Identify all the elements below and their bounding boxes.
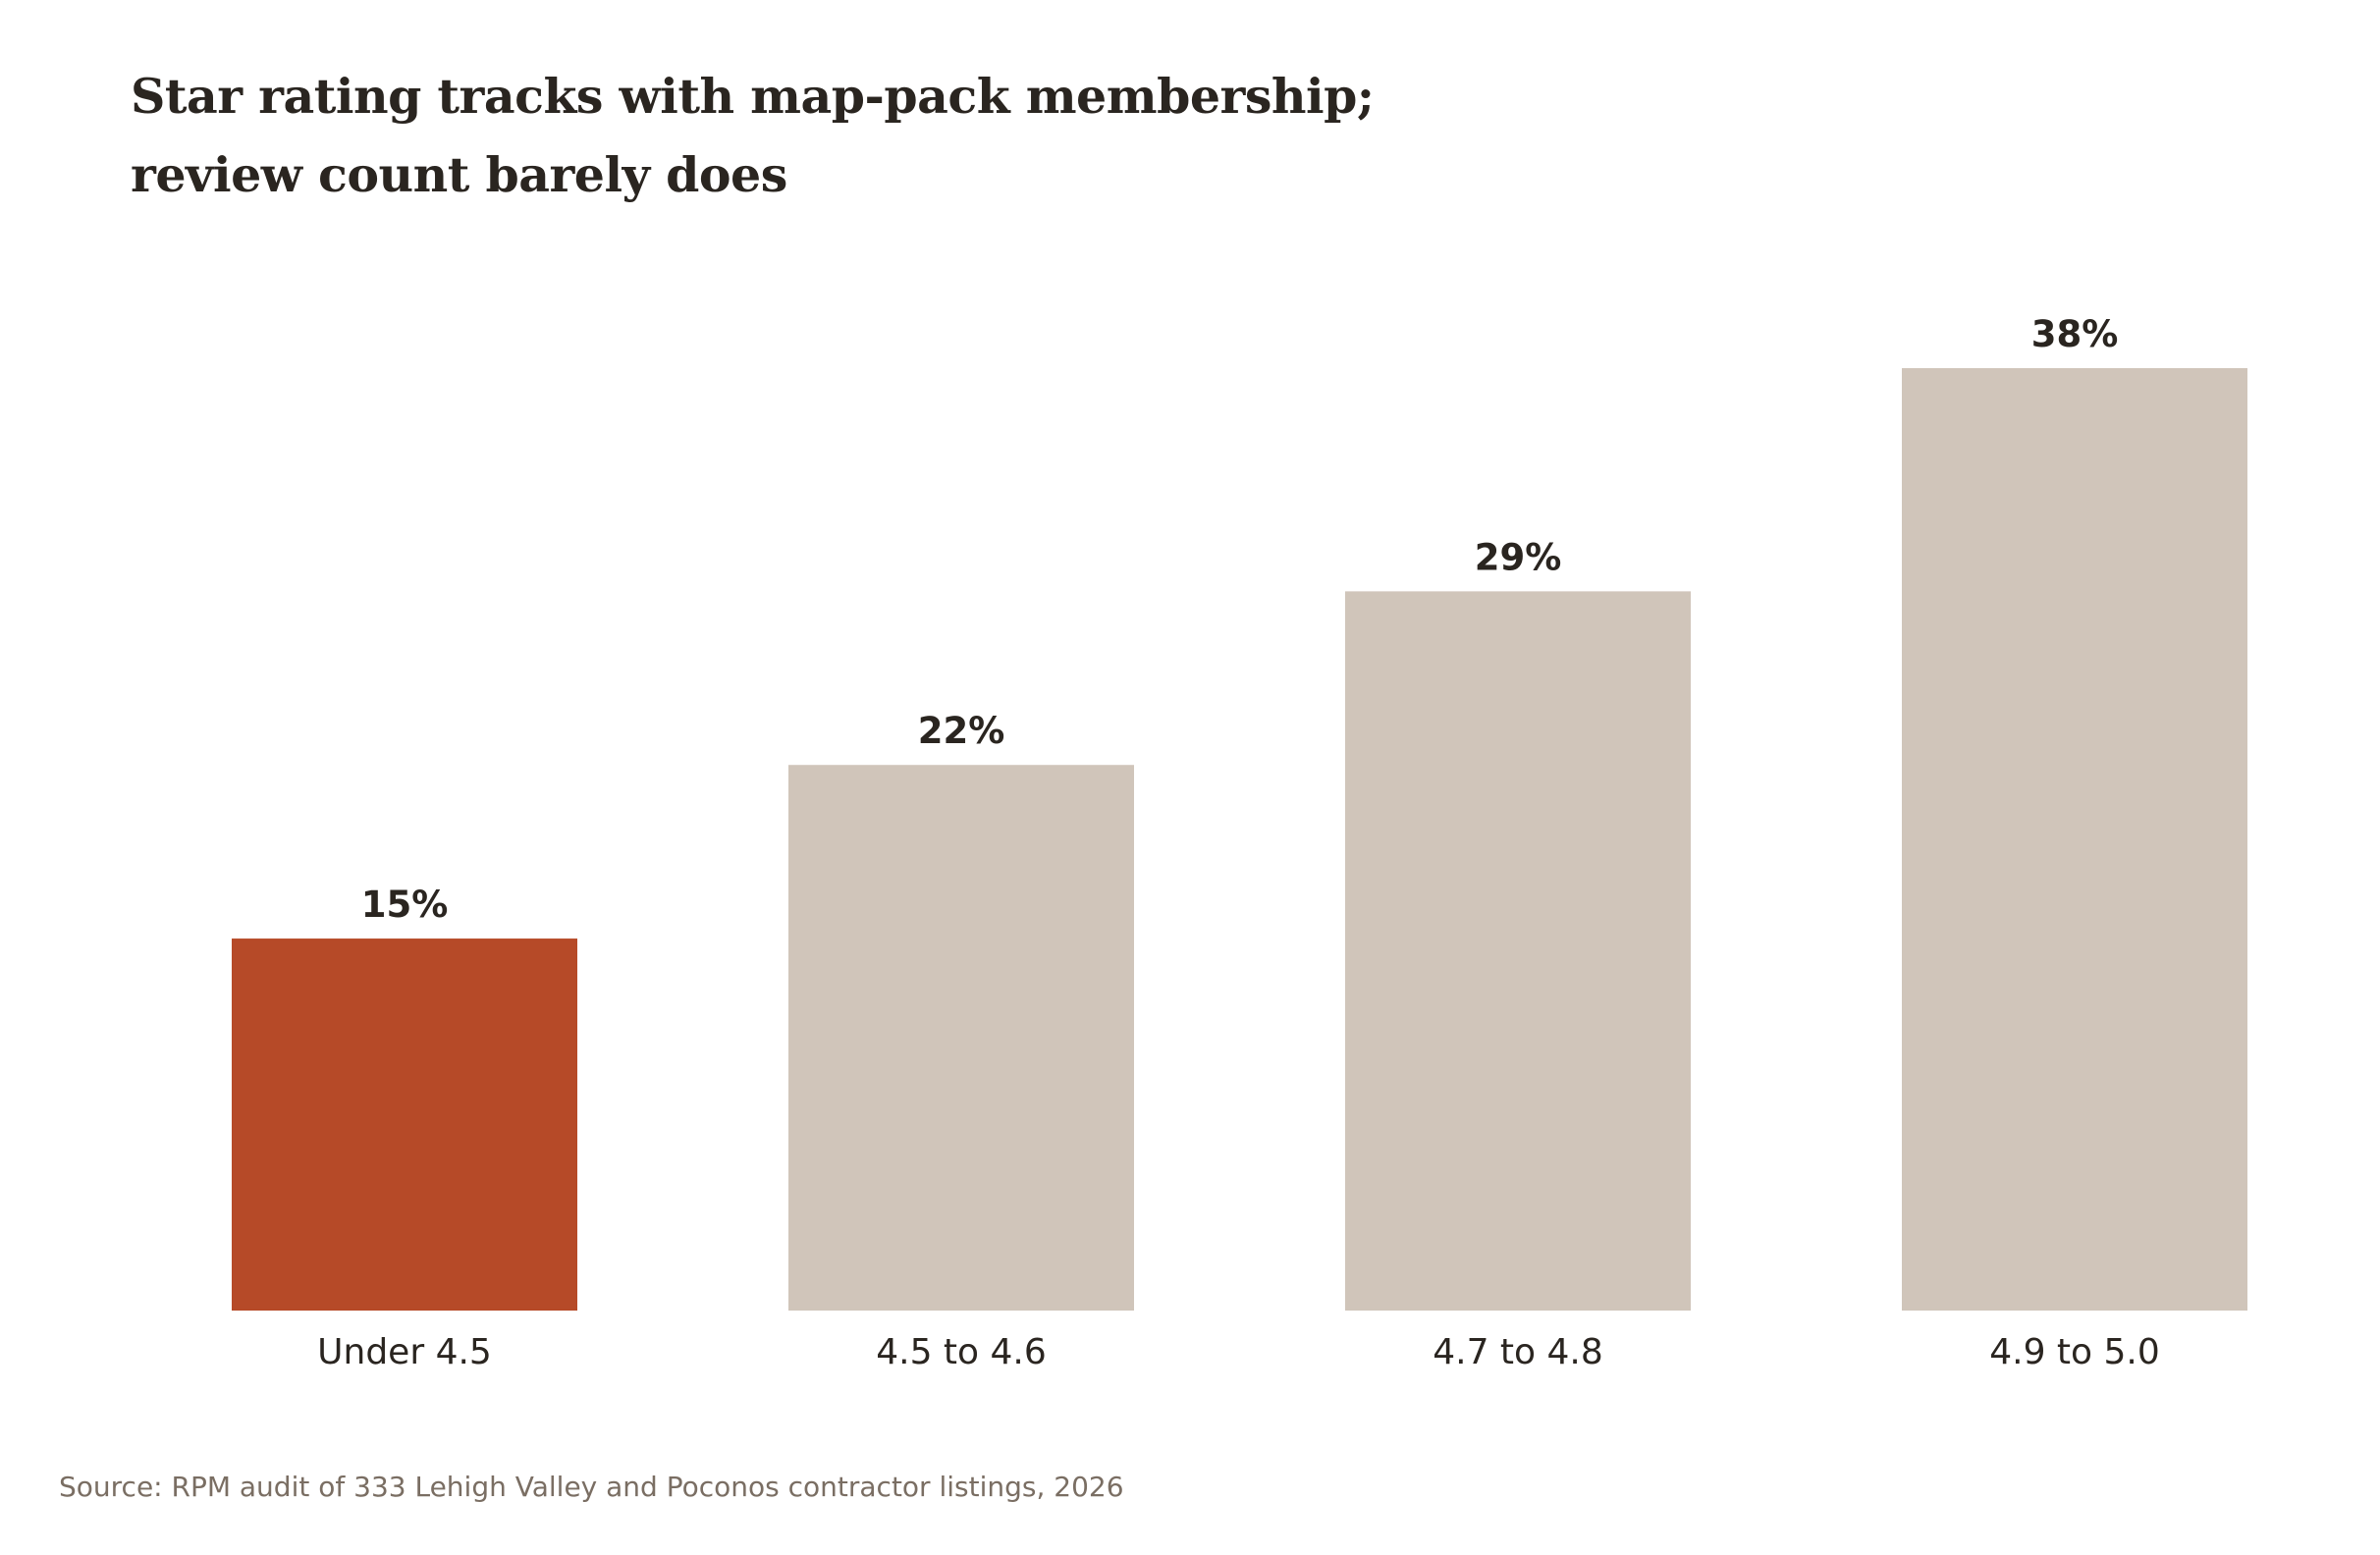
chart-title-line-2: review count barely does xyxy=(131,146,787,203)
category-label-4: 4.9 to 5.0 xyxy=(1989,1332,2160,1372)
category-label-1: Under 4.5 xyxy=(317,1332,492,1372)
bar-4 xyxy=(1902,368,2247,1311)
source-note: Source: RPM audit of 333 Lehigh Valley a… xyxy=(59,1471,1124,1503)
bar-3 xyxy=(1345,591,1691,1311)
bar-value-label-4: 38% xyxy=(2031,313,2119,355)
bar-value-label-3: 29% xyxy=(1475,536,1562,578)
bar-1 xyxy=(232,938,577,1311)
chart-title: Star rating tracks with map-pack members… xyxy=(131,57,1898,214)
bar-value-label-2: 22% xyxy=(918,710,1005,752)
category-label-3: 4.7 to 4.8 xyxy=(1433,1332,1603,1372)
category-label-2: 4.5 to 4.6 xyxy=(876,1332,1047,1372)
chart-title-line-1: Star rating tracks with map-pack members… xyxy=(131,68,1375,125)
bar-value-label-1: 15% xyxy=(361,884,449,926)
bar-2 xyxy=(788,765,1134,1311)
